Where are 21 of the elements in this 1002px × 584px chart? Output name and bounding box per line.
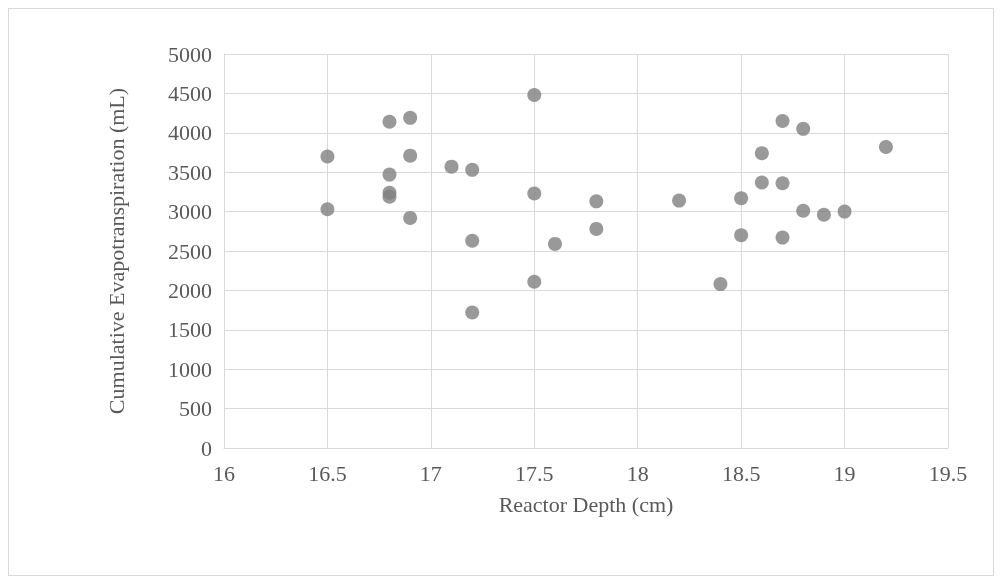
- y-tick-label: 3500: [168, 159, 212, 185]
- y-tick-label: 2000: [168, 277, 212, 303]
- x-tick-label: 18.5: [721, 460, 761, 486]
- y-tick-label: 5000: [168, 41, 212, 67]
- x-tick-label: 17: [419, 460, 442, 486]
- x-tick-label: 18: [626, 460, 649, 486]
- y-tick-label: 1000: [168, 356, 212, 382]
- y-tick-label: 4000: [168, 120, 212, 146]
- y-axis-title: Cumulative Evapotranspiration (mL): [103, 87, 129, 415]
- y-tick-label: 1500: [168, 317, 212, 343]
- y-tick-label: 0: [201, 435, 212, 461]
- x-axis-title: Reactor Depth (cm): [498, 491, 674, 517]
- x-tick-label: 19: [833, 460, 856, 486]
- x-tick-label: 17.5: [515, 460, 554, 486]
- y-tick-label: 4500: [168, 80, 212, 106]
- x-tick-label: 16.5: [308, 460, 347, 486]
- x-tick-label: 19.5: [928, 460, 968, 486]
- y-tick-label: 500: [179, 396, 212, 422]
- x-tick-label: 16: [213, 460, 235, 486]
- y-tick-label: 2500: [168, 238, 212, 264]
- y-tick-label: 3000: [168, 199, 212, 225]
